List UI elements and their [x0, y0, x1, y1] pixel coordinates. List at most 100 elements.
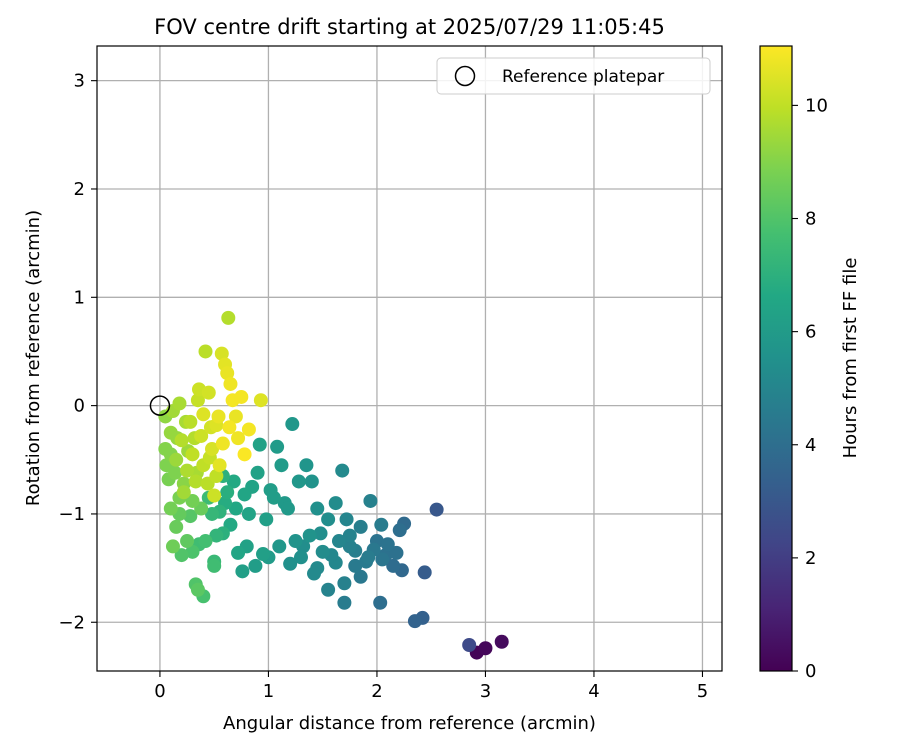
legend: Reference platepar	[436, 57, 711, 95]
y-axis-ticks: −2 −1 0 1 2 3	[58, 71, 97, 633]
data-point	[168, 465, 183, 480]
x-tick-label: 2	[371, 681, 382, 702]
data-point	[389, 545, 404, 560]
data-point	[407, 614, 422, 629]
data-point	[337, 595, 352, 610]
data-point	[241, 506, 256, 521]
colorbar-tick-label: 10	[805, 95, 828, 116]
data-point	[307, 566, 322, 581]
data-point	[462, 638, 477, 653]
data-point	[361, 550, 376, 565]
legend-box	[436, 57, 711, 95]
data-point	[304, 474, 319, 489]
data-point	[228, 501, 243, 516]
data-point	[235, 564, 250, 579]
data-point	[221, 310, 236, 325]
data-point	[209, 528, 224, 543]
x-axis-label: Angular distance from reference (arcmin)	[223, 713, 596, 734]
data-point	[363, 493, 378, 508]
colorbar-label: Hours from first FF file	[840, 258, 861, 459]
data-point	[392, 523, 407, 538]
data-point	[342, 539, 357, 554]
data-point	[169, 519, 184, 534]
data-point	[331, 534, 346, 549]
data-point	[185, 493, 200, 508]
data-point	[380, 537, 395, 552]
data-point	[174, 548, 189, 563]
data-point	[231, 545, 246, 560]
data-point	[253, 393, 268, 408]
data-point	[263, 483, 278, 498]
y-tick-label: −1	[58, 504, 85, 525]
y-tick-label: 1	[74, 287, 85, 308]
data-point	[252, 437, 267, 452]
data-point	[196, 407, 211, 422]
plot-frame	[96, 45, 723, 672]
data-point	[180, 534, 195, 549]
data-point	[183, 509, 198, 524]
x-tick-label: 5	[697, 681, 708, 702]
data-point	[169, 452, 184, 467]
data-point	[353, 519, 368, 534]
data-point	[222, 420, 237, 435]
data-point	[231, 431, 246, 446]
colorbar-tick-label: 2	[805, 548, 816, 569]
x-tick-label: 4	[588, 681, 599, 702]
data-point	[207, 558, 222, 573]
data-point	[337, 576, 352, 591]
data-point	[207, 488, 222, 503]
data-point	[223, 376, 238, 391]
x-tick-label: 1	[263, 681, 274, 702]
data-point	[353, 569, 368, 584]
x-tick-label: 3	[480, 681, 491, 702]
data-point	[259, 512, 274, 527]
colorbar: 0 2 4 6 8 10 Hours from first FF file	[759, 45, 861, 682]
data-point	[478, 641, 493, 656]
chart-title: FOV centre drift starting at 2025/07/29 …	[154, 15, 665, 39]
data-point	[198, 534, 213, 549]
data-point	[321, 582, 336, 597]
data-point	[212, 458, 227, 473]
data-point	[194, 428, 209, 443]
reference-marker-icon	[149, 395, 171, 416]
data-point	[183, 414, 198, 429]
data-point	[190, 582, 205, 597]
y-tick-label: −2	[58, 612, 85, 633]
data-point	[185, 447, 200, 462]
data-point	[417, 565, 432, 580]
data-point	[375, 552, 390, 567]
y-tick-label: 3	[74, 71, 85, 92]
data-point	[315, 544, 330, 559]
y-tick-label: 0	[74, 396, 85, 417]
data-point	[272, 539, 287, 554]
data-point	[374, 517, 389, 532]
data-point	[172, 396, 187, 411]
data-point	[429, 502, 444, 517]
colorbar-ticks: 0 2 4 6 8 10	[792, 95, 828, 682]
data-point	[321, 512, 336, 527]
legend-marker-icon	[454, 65, 476, 87]
y-tick-label: 2	[74, 179, 85, 200]
data-point	[176, 485, 191, 500]
data-point	[302, 528, 317, 543]
colorbar-tick-label: 4	[805, 435, 816, 456]
data-point	[241, 422, 256, 437]
data-point	[342, 528, 357, 543]
data-point	[237, 487, 252, 502]
colorbar-tick-label: 0	[805, 661, 816, 682]
data-point	[188, 474, 203, 489]
data-point	[237, 447, 252, 462]
data-point	[234, 389, 249, 404]
data-point	[310, 501, 325, 516]
data-point	[335, 463, 350, 478]
data-point	[163, 501, 178, 516]
data-point	[205, 506, 220, 521]
data-point	[190, 393, 205, 408]
reference-point	[149, 395, 171, 416]
data-point	[226, 474, 241, 489]
data-point	[201, 385, 216, 400]
data-point	[214, 346, 229, 361]
data-point	[299, 458, 314, 473]
data-point	[165, 539, 180, 554]
data-point	[248, 558, 263, 573]
